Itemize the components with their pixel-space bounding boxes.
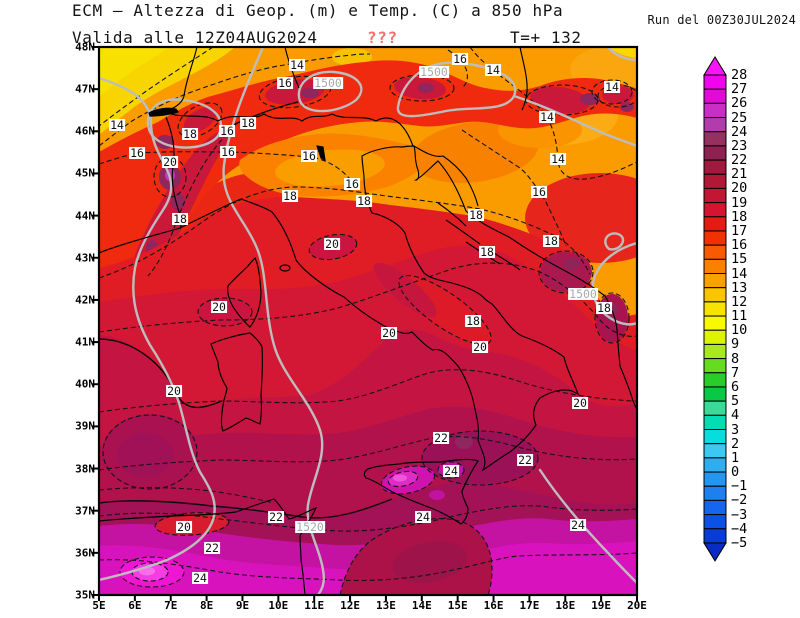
colorbar-cell <box>703 187 727 204</box>
colorbar-cell <box>703 372 727 388</box>
colorbar-cell <box>703 358 727 374</box>
colorbar-cell <box>703 471 727 487</box>
colorbar-cell <box>703 173 727 189</box>
missing-indicator: ??? <box>367 28 398 47</box>
colorbar-cell <box>703 145 727 161</box>
colorbar-cell <box>703 287 727 303</box>
colorbar-cell <box>703 244 727 260</box>
map-fill-layers <box>99 47 637 595</box>
coastlines <box>99 47 637 595</box>
colorbar-cell <box>703 343 727 360</box>
colorbar-cell <box>703 159 727 175</box>
colorbar-cell <box>703 329 727 345</box>
colorbar-cell <box>703 74 727 90</box>
run-info: Run del 00Z30JUL2024 <box>647 13 796 27</box>
colorbar-cell <box>703 273 727 289</box>
colorbar-cell <box>703 216 727 232</box>
colorbar-cell <box>703 443 727 459</box>
map-frame <box>97 45 639 597</box>
colorbar-cell <box>703 414 727 431</box>
colorbar-cell <box>703 457 727 473</box>
colorbar-cell <box>703 429 727 445</box>
colorbar-cell <box>703 102 727 119</box>
colorbar-cell <box>703 230 727 246</box>
colorbar-cell <box>703 386 727 402</box>
colorbar-cell <box>703 499 727 516</box>
colorbar <box>703 56 727 562</box>
colorbar-cell <box>703 301 727 317</box>
colorbar-cell <box>703 202 727 218</box>
colorbar-cell <box>703 117 727 133</box>
colorbar-cell <box>703 400 727 416</box>
colorbar-cell <box>703 485 727 501</box>
page-title: ECM — Altezza di Geop. (m) e Temp. (C) a… <box>72 1 564 20</box>
colorbar-arrow-top <box>703 56 727 76</box>
lead-time: T=+ 132 <box>510 28 582 47</box>
colorbar-cell <box>703 88 727 104</box>
colorbar-cell <box>703 258 727 275</box>
colorbar-arrow-bottom <box>703 542 727 562</box>
colorbar-cell <box>703 528 727 544</box>
colorbar-cell <box>703 131 727 147</box>
axis-ticks <box>92 46 638 601</box>
colorbar-cell <box>703 514 727 530</box>
colorbar-cell <box>703 315 727 331</box>
valid-time: Valida alle 12Z04AUG2024 <box>72 28 318 47</box>
